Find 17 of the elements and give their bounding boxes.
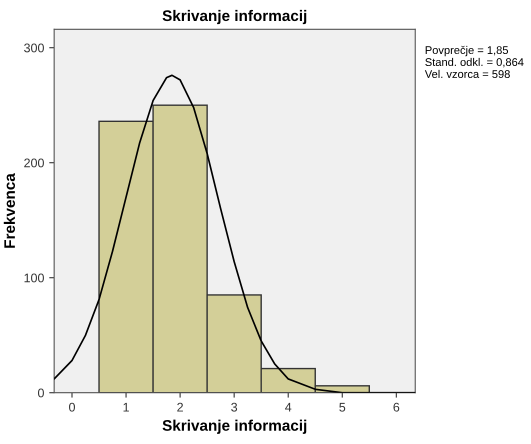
y-tick-label: 0 (38, 388, 44, 398)
text: Vel. vzorca = 598 (424, 70, 510, 78)
x-tick-label: 2 (177, 402, 183, 412)
y-tick-label: 300 (24, 44, 44, 52)
x-tick-label: 4 (285, 402, 292, 412)
text: Povprečje = 1,85 (426, 46, 508, 56)
y-tick-label: 100 (24, 274, 44, 282)
x-tick-label: 5 (339, 402, 346, 412)
y-axis-title: Frekvenca (4, 173, 16, 248)
x-tick-label: 1 (124, 402, 129, 412)
y-tick-label: 200 (24, 158, 44, 168)
chart-title: Skrivanje informacij (162, 10, 306, 24)
x-tick-label: 3 (231, 402, 238, 412)
x-axis-title: Skrivanje informacij (162, 420, 306, 434)
x-tick-label: 6 (393, 402, 400, 412)
text: Stand. odkl. = 0,864 (425, 58, 524, 68)
x-tick-label: 0 (69, 402, 75, 412)
